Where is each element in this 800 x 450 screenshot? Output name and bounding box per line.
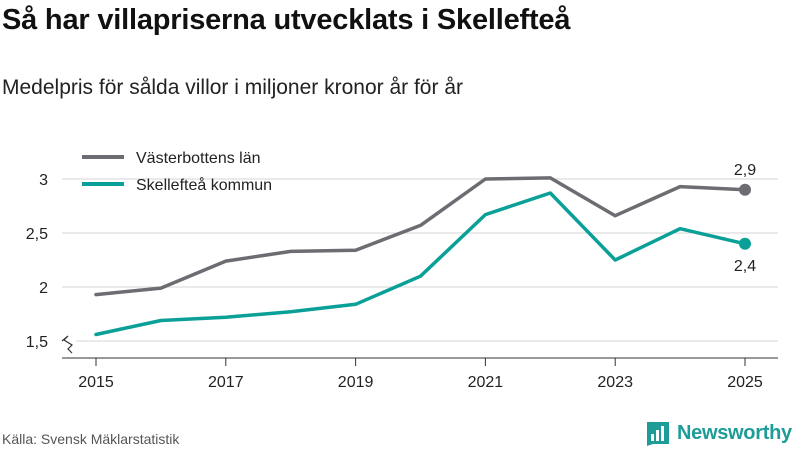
y-tick-label: 2,5 <box>26 226 48 243</box>
x-tick-label: 2021 <box>468 374 504 391</box>
y-tick-label: 3 <box>39 172 48 189</box>
legend-label: Skellefteå kommun <box>136 176 272 194</box>
x-tick-label: 2019 <box>338 374 374 391</box>
newsworthy-logo-icon <box>647 422 669 446</box>
series-line <box>94 191 747 337</box>
series-line <box>94 176 747 297</box>
series-end-point <box>739 183 751 196</box>
axis-break-mark <box>61 335 73 354</box>
brand-name: Newsworthy <box>677 421 792 444</box>
legend-label: Västerbottens län <box>136 150 261 167</box>
x-tick-label: 2015 <box>78 374 114 391</box>
series-end-point <box>739 237 751 250</box>
chart-subtitle: Medelpris för sålda villor i miljoner kr… <box>2 76 463 99</box>
brand-logo: Newsworthy <box>645 420 792 446</box>
series-end-label: 2,4 <box>734 258 756 275</box>
chart-title: Så har villapriserna utvecklats i Skelle… <box>2 4 571 36</box>
x-tick-label: 2017 <box>208 374 244 391</box>
y-tick-label: 2 <box>39 280 48 297</box>
x-tick-label: 2023 <box>597 374 633 391</box>
x-tick-label: 2025 <box>727 374 763 391</box>
y-tick-label: 1,5 <box>26 334 48 351</box>
series-end-label: 2,9 <box>734 162 756 179</box>
line-chart: 1,5 2 2,5 3 2015 2017 2019 2021 2023 2025 2,9 2,4 Vä… <box>26 150 778 391</box>
source-note: Källa: Svensk Mäklarstatistik <box>2 431 180 447</box>
